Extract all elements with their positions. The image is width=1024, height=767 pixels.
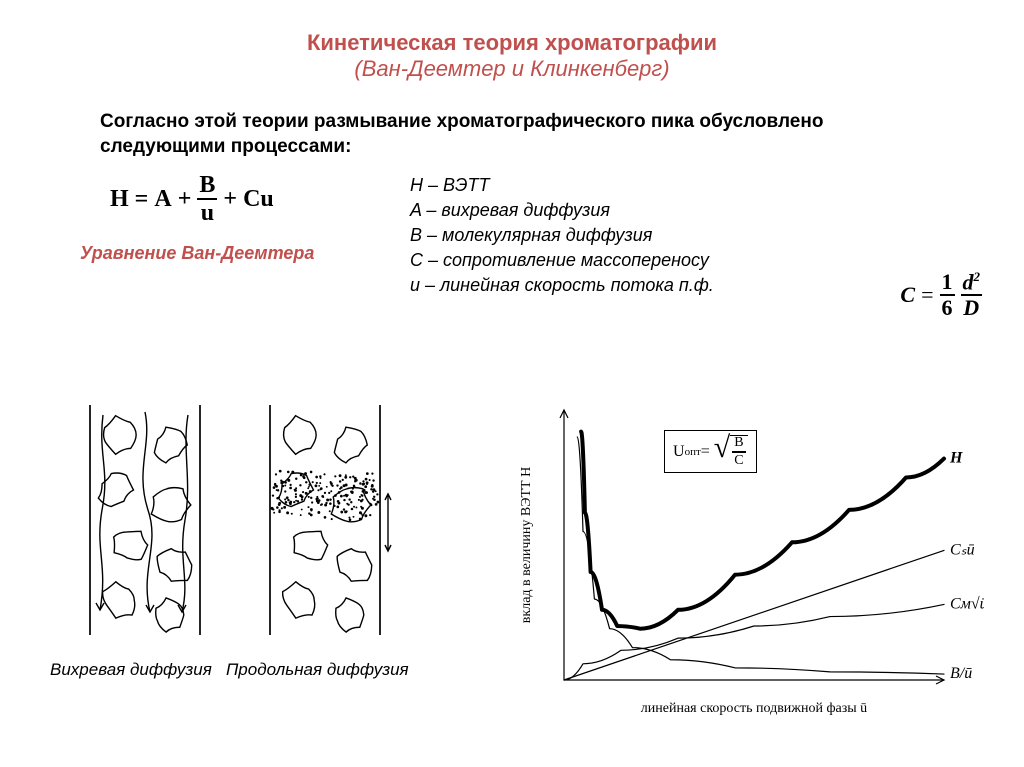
uopt-U: U (673, 443, 685, 461)
equation-caption: Уравнение Ван-Деемтера (80, 243, 410, 264)
eq-plus1: + (178, 186, 192, 213)
legend-H: H – ВЭТТ (410, 173, 994, 198)
van-deemter-chart: Uопт = √ B C B/ū Cм√ū Cₛū Hлинейная скорост… (514, 400, 994, 725)
intro-text: Согласно этой теории размывание хроматог… (0, 82, 1024, 159)
uopt-eq: = (701, 443, 710, 461)
eq-Cu: Cu (243, 186, 274, 213)
eq-eq: = (135, 186, 149, 213)
page-title-1: Кинетическая теория хроматографии (0, 30, 1024, 56)
eq-B: B (197, 173, 217, 197)
column-diagrams (70, 400, 400, 645)
eq-plus2: + (223, 186, 237, 213)
equation-c: C = 1 6 d2 D (900, 270, 982, 319)
caption-eddy: Вихревая диффузия (50, 660, 212, 679)
legend-B: B – молекулярная диффузия (410, 223, 994, 248)
eq-A: A (154, 186, 171, 213)
legend-C: C – сопротивление массопереносу (410, 248, 994, 273)
svg-text:вклад в величину ВЭТТ H: вклад в величину ВЭТТ H (519, 467, 534, 623)
eqc-D: D (961, 297, 981, 319)
main-equation: H = A + B u + Cu (80, 173, 410, 225)
uopt-B: B (732, 436, 745, 450)
svg-text:Cₛū: Cₛū (950, 541, 975, 558)
svg-text:B/ū: B/ū (950, 665, 972, 682)
diagram-captions: Вихревая диффузия Продольная диффузия (50, 660, 470, 680)
longitudinal-diffusion-diagram (250, 400, 400, 640)
eqc-d: d (963, 269, 974, 294)
eq-H: H (110, 186, 129, 213)
eqc-C: C (900, 282, 915, 308)
page-title-2: (Ван-Деемтер и Клинкенберг) (0, 56, 1024, 82)
eqc-eq: = (921, 282, 933, 308)
caption-long: Продольная диффузия (226, 660, 409, 679)
uopt-sub: опт (685, 446, 701, 458)
eqc-exp: 2 (974, 269, 981, 284)
eq-frac-Bu: B u (197, 173, 217, 225)
eddy-diffusion-diagram (70, 400, 220, 640)
uopt-C: C (732, 454, 745, 468)
eqc-n1: 1 (940, 271, 955, 293)
u-opt-formula: Uопт = √ B C (664, 430, 757, 473)
eqc-d1: 6 (940, 297, 955, 319)
svg-text:H: H (949, 450, 963, 467)
svg-text:линейная скорость подвижной фа: линейная скорость подвижной фазы ū (641, 701, 867, 716)
legend-A: A – вихревая диффузия (410, 198, 994, 223)
eq-u: u (199, 201, 216, 225)
svg-text:Cм√ū: Cм√ū (950, 595, 984, 612)
